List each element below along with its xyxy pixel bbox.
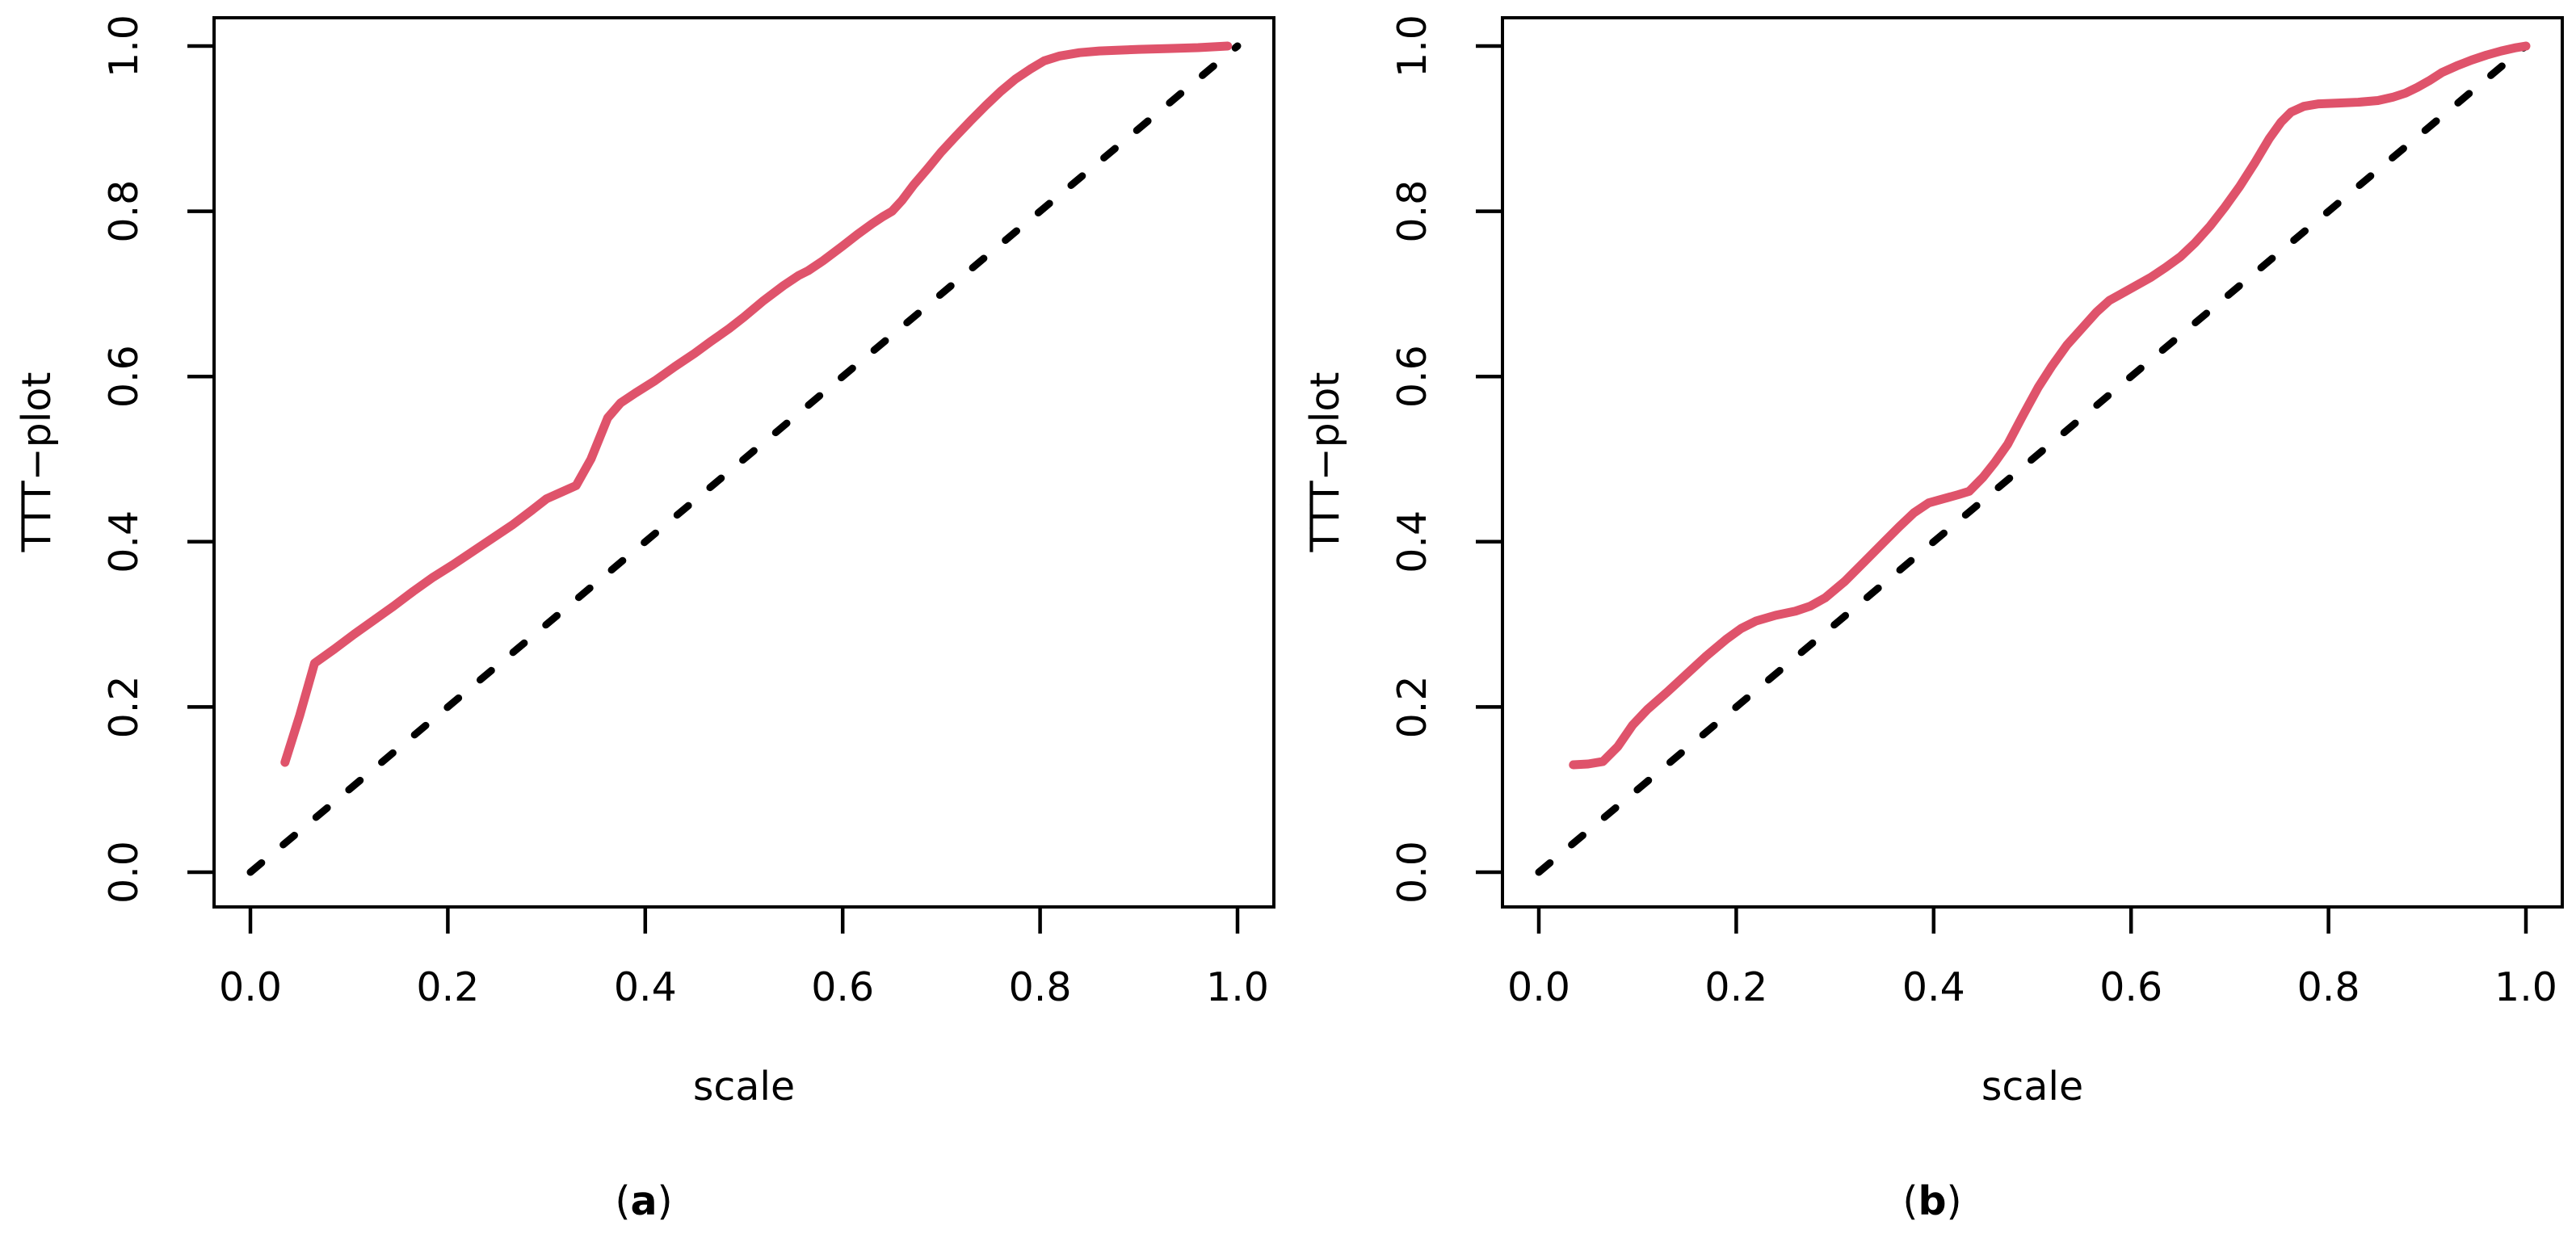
panel-label-letter: b <box>1918 1178 1946 1224</box>
x-tick-label: 0.8 <box>2297 964 2360 1010</box>
x-tick-label: 0.8 <box>1009 964 1072 1010</box>
panel-b-svg: 0.0 0.2 0.4 0.6 0.8 1.0 0.0 0.2 0.4 0.6 0.8 1.0 sc… <box>1302 15 2564 1224</box>
y-tick-label: 0.4 <box>1389 510 1435 573</box>
y-tick-label: 1.0 <box>1389 15 1435 78</box>
y-tick-label: 0.6 <box>101 345 147 408</box>
x-axis-tick-labels: 0.0 0.2 0.4 0.6 0.8 1.0 <box>219 964 1269 1010</box>
x-tick-label: 1.0 <box>2494 964 2557 1010</box>
x-axis-tick-labels: 0.0 0.2 0.4 0.6 0.8 1.0 <box>1507 964 2557 1010</box>
y-tick-label: 0.0 <box>1389 841 1435 904</box>
panel-label: (a) <box>615 1178 672 1224</box>
ttt-curve <box>280 41 1233 767</box>
y-tick-label: 0.2 <box>101 675 147 738</box>
y-axis-ticks <box>1475 44 1502 875</box>
y-axis-ticks <box>187 44 214 875</box>
panel-label-close-paren: ) <box>1946 1178 1961 1224</box>
y-tick-label: 0.6 <box>1389 345 1435 408</box>
plot-frame <box>1500 16 2564 909</box>
y-tick-label: 0.0 <box>101 841 147 904</box>
y-tick-label: 0.4 <box>101 510 147 573</box>
x-tick-label: 0.6 <box>2099 964 2162 1010</box>
diagonal-reference-line <box>246 42 1242 876</box>
panel-label-close-paren: ) <box>658 1178 673 1224</box>
y-axis-tick-labels: 0.0 0.2 0.4 0.6 0.8 1.0 <box>1389 15 1435 904</box>
plot-frame <box>212 16 1275 909</box>
x-tick-label: 0.6 <box>811 964 874 1010</box>
panel-label: (b) <box>1902 1178 1961 1224</box>
x-axis-ticks <box>1536 907 2528 934</box>
y-tick-label: 0.8 <box>101 180 147 243</box>
x-tick-label: 0.0 <box>219 964 282 1010</box>
y-tick-label: 1.0 <box>101 15 147 78</box>
panel-label-open-paren: ( <box>1902 1178 1918 1224</box>
y-tick-label: 0.8 <box>1389 180 1435 243</box>
x-axis-ticks <box>248 907 1240 934</box>
panel-a-svg: 0.0 0.2 0.4 0.6 0.8 1.0 0.0 0.2 0.4 0.6 0.8 1.0 sc… <box>14 15 1275 1224</box>
x-axis-title: scale <box>1981 1064 2082 1110</box>
x-tick-label: 0.2 <box>416 964 479 1010</box>
x-tick-label: 0.0 <box>1507 964 1570 1010</box>
diagonal-reference-line <box>1535 42 2529 876</box>
ttt-curve <box>1568 41 2530 770</box>
panel-label-open-paren: ( <box>615 1178 630 1224</box>
x-tick-label: 1.0 <box>1206 964 1269 1010</box>
y-tick-label: 0.2 <box>1389 675 1435 738</box>
y-axis-title: TTT−plot <box>1302 371 1348 552</box>
x-tick-label: 0.2 <box>1704 964 1767 1010</box>
x-tick-label: 0.4 <box>614 964 677 1010</box>
y-axis-title: TTT−plot <box>14 371 60 552</box>
y-axis-tick-labels: 0.0 0.2 0.4 0.6 0.8 1.0 <box>101 15 147 904</box>
panel-label-letter: a <box>630 1178 657 1224</box>
x-axis-title: scale <box>693 1064 795 1110</box>
x-tick-label: 0.4 <box>1902 964 1965 1010</box>
